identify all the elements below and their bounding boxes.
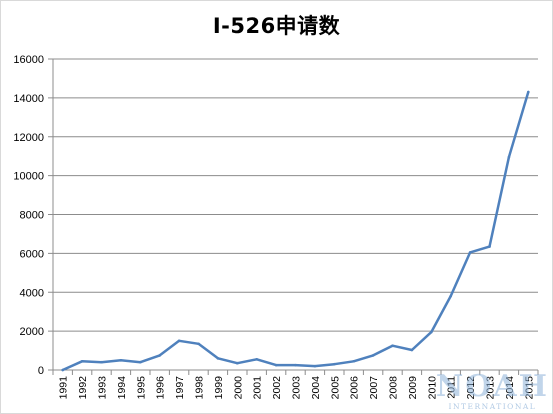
x-tick-label: 2009 [407, 376, 419, 400]
data-point [410, 348, 414, 352]
x-tick-label: 2007 [368, 376, 380, 400]
y-tick-label: 2000 [20, 326, 44, 338]
y-tick-label: 8000 [20, 210, 44, 222]
x-tick-label: 2011 [446, 376, 458, 399]
data-point [333, 362, 336, 366]
data-point [255, 358, 258, 361]
x-tick-label: 1997 [174, 376, 186, 400]
x-tick-label: 2002 [271, 376, 283, 400]
x-tick-label: 2005 [329, 376, 341, 400]
watermark-main-text: NOAH [435, 369, 549, 404]
x-tick-label: 2015 [523, 376, 535, 400]
data-point [139, 360, 142, 364]
y-tick-label: 10000 [13, 171, 44, 183]
watermark-logo: NOAH INTERNATIONAL [435, 369, 549, 412]
x-tick-label: 1992 [77, 376, 89, 400]
x-tick-label: 1998 [194, 376, 206, 400]
x-tick-label: 2010 [426, 376, 438, 400]
x-tick-label: 1996 [155, 376, 167, 400]
data-point [488, 245, 491, 248]
data-point [527, 90, 530, 94]
x-tick-label: 1991 [58, 376, 70, 400]
x-tick-label: 2012 [465, 376, 477, 400]
data-point [313, 364, 317, 368]
series-lines [61, 90, 530, 372]
data-point [371, 354, 375, 357]
x-tick-label: 2008 [388, 376, 400, 400]
x-tick-label: 2006 [349, 376, 361, 400]
x-tick-label: 2001 [252, 376, 264, 400]
x-tick-label: 2000 [232, 376, 244, 400]
x-tick-label: 1994 [116, 376, 128, 400]
y-tick-label: 14000 [13, 93, 44, 105]
data-point [449, 294, 453, 298]
data-point [216, 357, 220, 360]
data-point [352, 359, 356, 363]
series-line [61, 90, 530, 372]
x-tick-labels: 1991 1992 1993 1994 1995 1996 1997 1998 1999 2000… [58, 376, 536, 400]
data-point [236, 361, 239, 365]
axes [48, 58, 539, 375]
chart-title: I-526申请数 [212, 14, 341, 38]
watermark-sub-text: INTERNATIONAL [448, 402, 537, 411]
x-tick-label: 2014 [504, 376, 516, 400]
data-point [119, 358, 123, 362]
y-tick-label: 4000 [20, 287, 44, 299]
x-tick-label: 2004 [310, 376, 322, 400]
data-point [158, 354, 161, 357]
x-tick-label: 2013 [485, 376, 497, 400]
y-tick-label: 0 [38, 365, 44, 377]
data-point [430, 330, 433, 334]
data-point [197, 342, 200, 346]
y-tick-label: 16000 [13, 54, 44, 66]
data-point [294, 363, 297, 367]
x-tick-label: 2003 [291, 376, 303, 400]
data-point [274, 363, 278, 367]
data-point [391, 344, 394, 348]
data-point [507, 155, 511, 159]
gridlines [53, 58, 538, 332]
data-point [468, 251, 472, 254]
x-tick-label: 1993 [97, 376, 109, 400]
y-tick-labels: 0 2000 4000 6000 8000 10000 12000 14000 16000 [13, 54, 44, 377]
x-tick-label: 1995 [135, 376, 147, 400]
y-tick-label: 6000 [20, 248, 44, 260]
y-tick-label: 12000 [13, 132, 44, 144]
data-point [61, 368, 64, 372]
data-point [100, 360, 103, 364]
data-point [80, 359, 84, 363]
data-point [177, 339, 181, 343]
x-tick-label: 1999 [213, 376, 225, 400]
